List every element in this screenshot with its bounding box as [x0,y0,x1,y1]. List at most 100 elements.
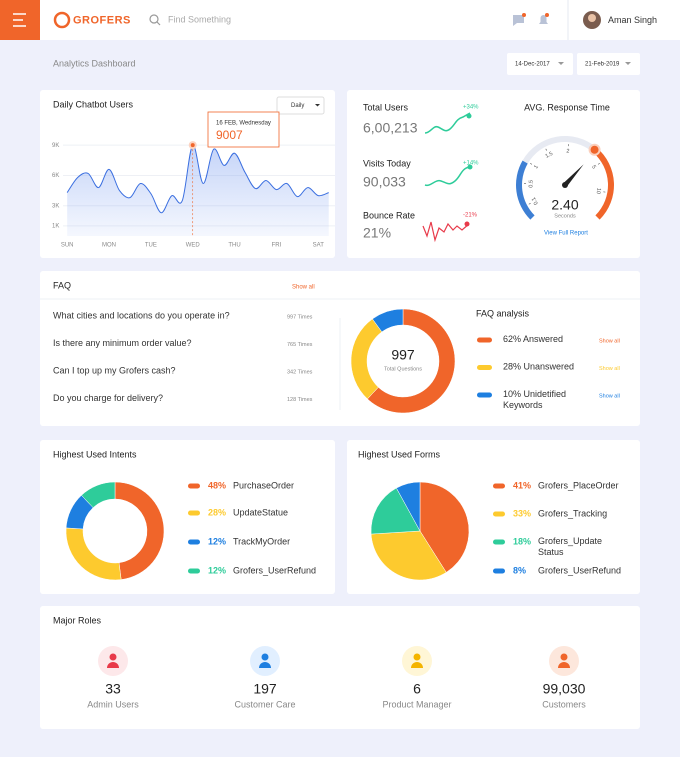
card [40,440,335,594]
faq-question[interactable]: Can I top up my Grofers cash? [53,365,176,375]
role-icon-head [109,653,117,661]
date-from[interactable]: 14-Dec-2017 [507,53,573,75]
legend-value: 41% [513,480,531,490]
logo: GROFERS [73,14,131,26]
x-tick-label: TUE [145,243,157,249]
pie-segment [419,481,470,573]
date-to[interactable]: 21-Feb-2019 [577,53,640,75]
stat-change: +14% [463,161,479,167]
date-box [507,53,573,75]
tooltip: 16 FEB, Wednesday 9007 [207,111,280,148]
gauge-value: 2.40 [551,197,578,213]
date-box [577,53,640,75]
gauge-tick-label: 0.5 [528,180,534,188]
pie-segment [396,481,421,532]
card-title: Major Roles [53,615,102,625]
show-all[interactable]: Show all [599,366,620,372]
date-text: 14-Dec-2017 [515,62,550,68]
gauge-tick [545,148,547,151]
caret [558,62,564,65]
tooltip-box [207,111,280,148]
card-title: Daily Chatbot Users [53,99,134,109]
line [66,144,329,214]
role-value: 33 [105,681,121,697]
legend-value: 48% [208,480,226,490]
page-title: Analytics Dashboard [53,58,136,68]
pie-segment [370,530,447,581]
dropdown-box [276,96,325,115]
header [0,0,680,40]
gauge: 0.1 0.5 1 1.5 2 5 10 [515,136,614,220]
role-icon-head [560,653,568,661]
pie-segment [114,481,165,580]
analysis-title: FAQ analysis [476,308,530,318]
show-all[interactable]: Show all [599,393,620,399]
user-name[interactable]: Aman Singh [608,15,657,25]
legend-value: 10% [503,389,521,399]
search-icon [149,14,159,24]
legend-category: Grofers_Tracking [538,508,607,518]
legend-swatch [477,337,492,343]
show-all[interactable]: Show all [599,338,620,344]
gauge-arc [522,136,597,164]
caret [625,62,631,65]
gauge-hub [562,182,568,188]
stat-change: -21% [463,213,478,219]
role-icon-head [261,653,269,661]
gauge-tick-label: 10 [595,187,602,194]
legend-category: Grofers_Update Status [538,536,602,557]
pie-chart [65,481,165,581]
legend-swatch [493,511,505,517]
y-tick-label: 3K [52,203,59,209]
gauge-arc [515,160,535,220]
role-icon-bg [98,646,128,676]
report-link[interactable]: View Full Report [544,231,588,237]
faq-donut [350,308,456,414]
show-all[interactable]: Show all [292,285,315,291]
logo-mark [53,11,71,29]
menu-icon [13,13,26,27]
legend-swatch [493,568,505,574]
role-icon-body [259,662,271,668]
role-icon-body [558,662,570,668]
pie-chart [370,481,470,581]
gauge-needle [563,164,584,187]
gauge-tick-label: 5 [590,164,597,170]
stat-value: 90,033 [363,174,406,190]
x-tick-label: MON [102,243,116,249]
legend-value: 62% [503,334,521,344]
period-dropdown[interactable]: Daily [276,96,325,115]
legend-category: Grofers_UserRefund [538,565,621,575]
faq-question[interactable]: Do you charge for delivery? [53,393,163,403]
gauge-handle [588,143,601,156]
bell-icon[interactable] [539,15,548,24]
tooltip-date: 16 FEB, Wednesday [216,121,271,127]
legend-swatch [477,365,492,370]
gauge-tick-label: 1.5 [544,151,554,160]
legend-category: UpdateStatue [233,507,288,517]
legend-category: TrackMyOrder [233,536,290,546]
card-title: Highest Used Intents [53,449,137,459]
faq-count: 765 Times [287,342,313,348]
chat-icon[interactable] [513,15,524,26]
menu-button[interactable] [0,0,40,40]
sparkline-dot [464,221,470,227]
chatbot-plot: 1K 3K 6K 9K SUN MON TUE WED THU FRI SAT [52,141,335,249]
dropdown-text: Daily [291,103,304,109]
legend-value: 18% [513,536,531,546]
role-label: Customer Care [234,699,295,709]
card [40,606,640,729]
role-label: Admin Users [87,699,139,709]
faq-count: 342 Times [287,369,313,375]
stat-value: 6,00,213 [363,120,418,136]
faq-question[interactable]: Is there any minimum order value? [53,338,192,348]
search[interactable]: Find Something [149,14,231,26]
faq-question[interactable]: What cities and locations do you operate… [53,310,230,320]
role-value: 6 [413,681,421,697]
legend-value: 12% [208,565,226,575]
bell-badge [545,13,549,17]
card [347,90,640,258]
legend-swatch [188,539,200,545]
x-tick-label: SAT [313,243,325,249]
